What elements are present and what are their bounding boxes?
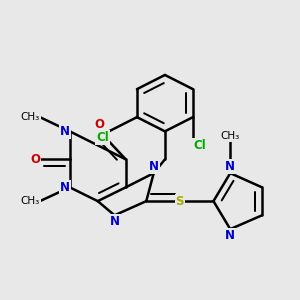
Text: N: N: [60, 125, 70, 138]
Text: CH₃: CH₃: [21, 112, 40, 122]
Text: N: N: [149, 160, 159, 173]
Text: N: N: [225, 229, 235, 242]
Text: N: N: [60, 181, 70, 194]
Text: S: S: [176, 195, 184, 208]
Text: O: O: [94, 118, 105, 131]
Text: N: N: [225, 160, 235, 173]
Text: Cl: Cl: [96, 131, 109, 144]
Text: Cl: Cl: [193, 139, 206, 152]
Text: CH₃: CH₃: [220, 131, 240, 141]
Text: N: N: [110, 215, 119, 228]
Text: CH₃: CH₃: [21, 196, 40, 206]
Text: O: O: [30, 153, 40, 166]
